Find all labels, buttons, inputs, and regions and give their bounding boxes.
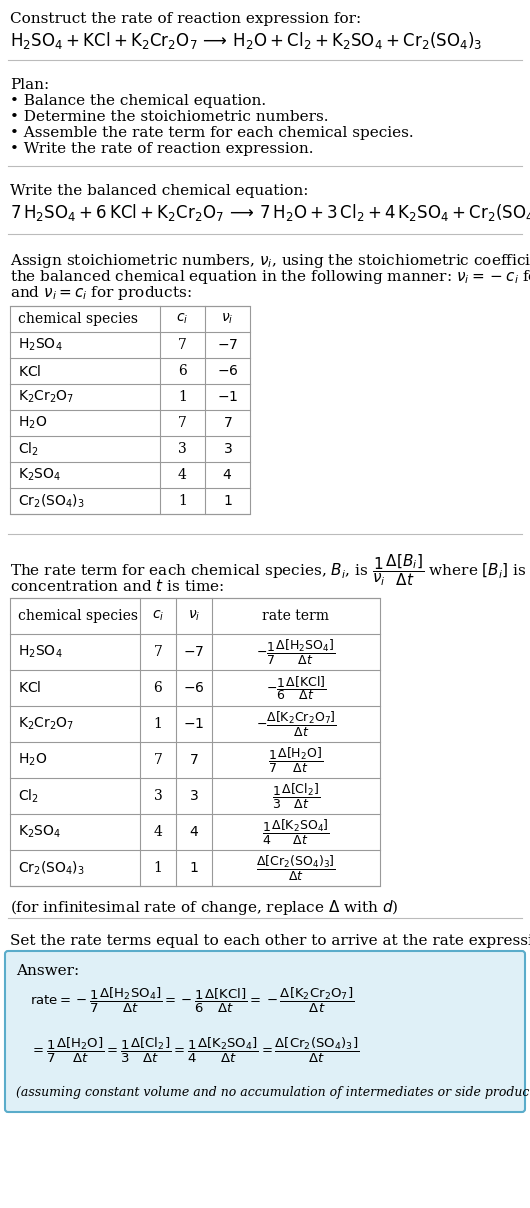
Text: • Assemble the rate term for each chemical species.: • Assemble the rate term for each chemic… [10,126,413,140]
Text: $\mathrm{K_2SO_4}$: $\mathrm{K_2SO_4}$ [18,466,61,483]
Text: $\mathrm{K_2Cr_2O_7}$: $\mathrm{K_2Cr_2O_7}$ [18,716,74,732]
Text: $-\dfrac{1}{6}\dfrac{\Delta[\mathrm{KCl}]}{\Delta t}$: $-\dfrac{1}{6}\dfrac{\Delta[\mathrm{KCl}… [266,674,326,702]
Text: $-7$: $-7$ [183,645,205,660]
Text: $\mathrm{K_2Cr_2O_7}$: $\mathrm{K_2Cr_2O_7}$ [18,389,74,405]
Text: $\mathrm{Cl_2}$: $\mathrm{Cl_2}$ [18,440,39,458]
Bar [10,598,380,885]
Text: 1: 1 [154,718,162,731]
Text: $-1$: $-1$ [217,390,238,403]
Text: $-6$: $-6$ [217,364,238,378]
Text: chemical species: chemical species [18,609,138,623]
Text: $4$: $4$ [189,825,199,840]
Text: 4: 4 [154,825,162,840]
Text: 3: 3 [178,442,187,455]
Text: $\mathrm{KCl}$: $\mathrm{KCl}$ [18,364,41,378]
Text: $\mathrm{7\,H_2SO_4 + 6\,KCl + K_2Cr_2O_7}\mathrm{\,\longrightarrow\,}\mathrm{7\: $\mathrm{7\,H_2SO_4 + 6\,KCl + K_2Cr_2O_… [10,202,530,223]
Text: 4: 4 [178,467,187,482]
Text: Construct the rate of reaction expression for:: Construct the rate of reaction expressio… [10,12,361,27]
Text: 6: 6 [178,364,187,378]
Text: $= \dfrac{1}{7}\dfrac{\Delta[\mathrm{H_2O}]}{\Delta t} = \dfrac{1}{3}\dfrac{\Del: $= \dfrac{1}{7}\dfrac{\Delta[\mathrm{H_2… [30,1036,359,1065]
Text: • Determine the stoichiometric numbers.: • Determine the stoichiometric numbers. [10,110,329,124]
Text: • Balance the chemical equation.: • Balance the chemical equation. [10,94,266,108]
Text: chemical species: chemical species [18,312,138,326]
Text: 6: 6 [154,681,162,695]
Text: $\mathrm{rate} = -\dfrac{1}{7}\dfrac{\Delta[\mathrm{H_2SO_4}]}{\Delta t} = -\dfr: $\mathrm{rate} = -\dfrac{1}{7}\dfrac{\De… [30,986,354,1015]
Text: $7$: $7$ [223,416,232,430]
Text: $\dfrac{1}{7}\dfrac{\Delta[\mathrm{H_2O}]}{\Delta t}$: $\dfrac{1}{7}\dfrac{\Delta[\mathrm{H_2O}… [269,745,323,774]
Text: $-\dfrac{1}{7}\dfrac{\Delta[\mathrm{H_2SO_4}]}{\Delta t}$: $-\dfrac{1}{7}\dfrac{\Delta[\mathrm{H_2S… [256,638,336,667]
Text: $\mathrm{H_2SO_4 + KCl + K_2Cr_2O_7}\mathrm{\,\longrightarrow\,}\mathrm{H_2O + C: $\mathrm{H_2SO_4 + KCl + K_2Cr_2O_7}\mat… [10,30,482,51]
Text: $-\dfrac{\Delta[\mathrm{K_2Cr_2O_7}]}{\Delta t}$: $-\dfrac{\Delta[\mathrm{K_2Cr_2O_7}]}{\D… [255,709,337,738]
Text: $\mathrm{H_2SO_4}$: $\mathrm{H_2SO_4}$ [18,644,63,661]
Text: 7: 7 [178,338,187,352]
Text: the balanced chemical equation in the following manner: $\mathit{\nu}_i = -\math: the balanced chemical equation in the fo… [10,268,530,286]
Text: (for infinitesimal rate of change, replace $\Delta$ with $d$): (for infinitesimal rate of change, repla… [10,898,399,917]
Text: $7$: $7$ [189,753,199,767]
Text: 3: 3 [154,789,162,803]
Bar [10,306,250,513]
Text: Answer:: Answer: [16,964,80,978]
Text: $\mathrm{Cr_2(SO_4)_3}$: $\mathrm{Cr_2(SO_4)_3}$ [18,859,85,877]
Text: $\mathrm{Cl_2}$: $\mathrm{Cl_2}$ [18,788,39,805]
Text: 1: 1 [178,390,187,403]
Text: The rate term for each chemical species, $B_i$, is $\dfrac{1}{\nu_i}\dfrac{\Delt: The rate term for each chemical species,… [10,552,530,588]
Text: (assuming constant volume and no accumulation of intermediates or side products): (assuming constant volume and no accumul… [16,1086,530,1099]
Text: $3$: $3$ [189,789,199,803]
Text: $\mathit{\nu}_i$: $\mathit{\nu}_i$ [188,609,200,623]
Text: $\dfrac{1}{3}\dfrac{\Delta[\mathrm{Cl_2}]}{\Delta t}$: $\dfrac{1}{3}\dfrac{\Delta[\mathrm{Cl_2}… [272,782,320,811]
Text: concentration and $t$ is time:: concentration and $t$ is time: [10,577,224,594]
Text: Plan:: Plan: [10,79,49,92]
Text: $\mathit{c}_i$: $\mathit{c}_i$ [176,312,189,326]
Text: $\mathrm{H_2SO_4}$: $\mathrm{H_2SO_4}$ [18,337,63,353]
Text: 1: 1 [154,861,162,875]
Text: 7: 7 [154,645,162,660]
Text: $\mathrm{H_2O}$: $\mathrm{H_2O}$ [18,751,47,768]
Text: $-1$: $-1$ [183,718,205,731]
Text: 7: 7 [178,416,187,430]
Text: $\mathrm{K_2SO_4}$: $\mathrm{K_2SO_4}$ [18,824,61,841]
Text: 1: 1 [178,494,187,509]
Text: $-7$: $-7$ [217,338,238,352]
Text: $1$: $1$ [189,861,199,875]
Text: 7: 7 [154,753,162,767]
Text: $\mathrm{KCl}$: $\mathrm{KCl}$ [18,680,41,696]
Text: $1$: $1$ [223,494,232,509]
Text: $\mathit{\nu}_i$: $\mathit{\nu}_i$ [222,312,234,326]
Text: Write the balanced chemical equation:: Write the balanced chemical equation: [10,184,308,198]
FancyBboxPatch shape [5,951,525,1113]
Text: $\mathrm{H_2O}$: $\mathrm{H_2O}$ [18,414,47,431]
Text: Assign stoichiometric numbers, $\mathit{\nu}_i$, using the stoichiometric coeffi: Assign stoichiometric numbers, $\mathit{… [10,252,530,271]
Text: $\mathit{c}_i$: $\mathit{c}_i$ [152,609,164,623]
Text: $4$: $4$ [223,467,233,482]
Text: $-6$: $-6$ [183,681,205,695]
Text: rate term: rate term [262,609,330,623]
Text: $3$: $3$ [223,442,232,455]
Text: $\dfrac{\Delta[\mathrm{Cr_2(SO_4)_3}]}{\Delta t}$: $\dfrac{\Delta[\mathrm{Cr_2(SO_4)_3}]}{\… [256,854,336,883]
Text: and $\mathit{\nu}_i = \mathit{c}_i$ for products:: and $\mathit{\nu}_i = \mathit{c}_i$ for … [10,284,192,302]
Text: $\mathrm{Cr_2(SO_4)_3}$: $\mathrm{Cr_2(SO_4)_3}$ [18,493,85,510]
Text: • Write the rate of reaction expression.: • Write the rate of reaction expression. [10,143,314,156]
Text: Set the rate terms equal to each other to arrive at the rate expression:: Set the rate terms equal to each other t… [10,934,530,948]
Text: $\dfrac{1}{4}\dfrac{\Delta[\mathrm{K_2SO_4}]}{\Delta t}$: $\dfrac{1}{4}\dfrac{\Delta[\mathrm{K_2SO… [262,818,330,847]
